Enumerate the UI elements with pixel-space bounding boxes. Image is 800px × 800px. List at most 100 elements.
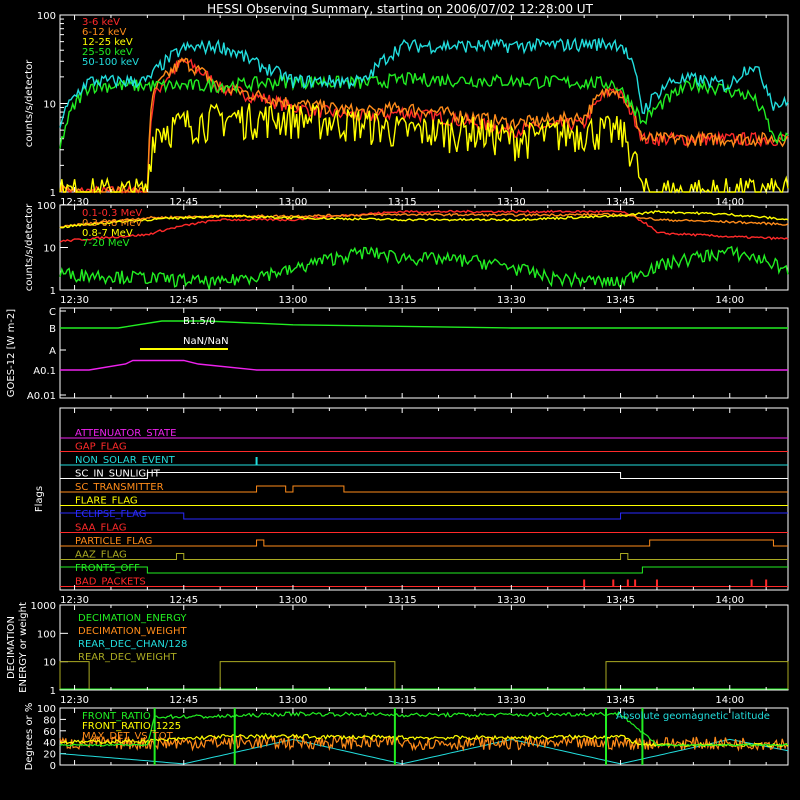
high-energy-xtick-label: 13:30 xyxy=(497,295,526,306)
chart-title: HESSI Observing Summary, starting on 200… xyxy=(207,2,593,16)
high-energy-xtick-label: 13:00 xyxy=(279,295,308,306)
decimation-ytick-label: 100 xyxy=(37,629,56,640)
decimation-ylabel-1: DECIMATION xyxy=(6,616,17,679)
decimation-xtick-label: 13:15 xyxy=(388,695,417,706)
ratios-legend-0: FRONT_RATIO xyxy=(82,711,151,722)
flags-xtick-label: 13:15 xyxy=(388,595,417,606)
flag-label-9: AAZ_FLAG xyxy=(75,550,127,561)
ratios-ytick-label: 0 xyxy=(50,761,56,772)
flag-label-8: PARTICLE_FLAG xyxy=(75,536,152,547)
goes-ytick-label: A0.1 xyxy=(33,366,56,377)
flag-line-8 xyxy=(60,539,788,547)
goes-ylabel: GOES-12 [W m-2] xyxy=(6,309,17,397)
flag-line-9 xyxy=(60,553,788,560)
count-rates-ytick-label: 1 xyxy=(50,188,56,199)
ratios-series-1 xyxy=(59,732,789,748)
decimation-weight-step-1 xyxy=(219,661,396,689)
flag-line-6 xyxy=(60,512,788,520)
decimation-weight-step-0 xyxy=(59,661,90,689)
flag-label-6: ECLIPSE_FLAG xyxy=(75,509,146,520)
decimation-xtick-label: 13:00 xyxy=(279,695,308,706)
count-rates-legend-1: 6-12 keV xyxy=(82,27,126,38)
high-energy-ytick-label: 10 xyxy=(43,244,56,255)
decimation-legend-3: REAR_DEC_WEIGHT xyxy=(78,652,177,663)
decimation-frame xyxy=(59,604,789,691)
ratios-legend-1: FRONT_RATIO_1225 xyxy=(82,721,181,732)
count-rates-xtick-label: 13:15 xyxy=(388,197,417,208)
flag-label-2: NON_SOLAR_EVENT xyxy=(75,455,176,466)
decimation-xtick-label: 12:45 xyxy=(169,695,198,706)
count-rates-series-4 xyxy=(59,37,789,128)
high-energy-ytick-label: 100 xyxy=(37,201,56,212)
decimation-xtick-label: 14:00 xyxy=(715,695,744,706)
high-energy-legend-1: 0.3-0.8 MeV xyxy=(82,218,142,229)
count-rates-series-3 xyxy=(59,72,789,149)
goes-series-1 xyxy=(60,359,788,371)
goes-ytick-label: A0.01 xyxy=(27,391,56,402)
high-energy-xtick-label: 13:45 xyxy=(606,295,635,306)
goes-frame xyxy=(59,307,789,399)
high-energy-series-1 xyxy=(59,212,789,229)
flag-line-3 xyxy=(60,472,788,479)
goes-annotation-1: NaN/NaN xyxy=(183,336,229,347)
count-rates-series-2 xyxy=(59,102,789,195)
decimation-legend-2: REAR_DEC_CHAN/128 xyxy=(78,639,187,650)
flag-label-1: GAP_FLAG xyxy=(75,442,127,453)
high-energy-legend-0: 0.1-0.3 MeV xyxy=(82,208,142,219)
goes-series-0 xyxy=(60,320,788,329)
goes-ytick-label: A xyxy=(49,346,56,357)
count-rates-xtick-label: 12:30 xyxy=(60,197,89,208)
flag-label-10: FRONTS_OFF xyxy=(75,563,140,574)
count-rates-legend-2: 12-25 keV xyxy=(82,37,133,48)
ratios-legend-2: MAX_DET_VS_TOT xyxy=(82,731,174,742)
goes-annotation-0: B1.5/0 xyxy=(183,316,216,327)
high-energy-legend-3: 7-20 MeV xyxy=(82,238,130,249)
high-energy-legend-2: 0.8-7 MeV xyxy=(82,228,133,239)
count-rates-xtick-label: 13:45 xyxy=(606,197,635,208)
flag-label-7: SAA_FLAG xyxy=(75,523,126,534)
decimation-ytick-label: 10 xyxy=(43,658,56,669)
decimation-xtick-label: 12:30 xyxy=(60,695,89,706)
high-energy-xtick-label: 13:15 xyxy=(388,295,417,306)
count-rates-ylabel: counts/s/detector xyxy=(24,59,35,147)
flag-line-4 xyxy=(60,485,788,493)
flags-ylabel: Flags xyxy=(34,486,45,512)
decimation-weight-step-2 xyxy=(605,661,789,689)
high-energy-series-3 xyxy=(59,245,789,290)
count-rates-legend-4: 50-100 keV xyxy=(82,57,139,68)
ratios-ylabel: Degrees or % xyxy=(24,703,35,771)
decimation-ytick-label: 1 xyxy=(50,686,56,697)
flag-label-11: BAD_PACKETS xyxy=(75,577,146,588)
ratios-ytick-label: 100 xyxy=(37,704,56,715)
high-energy-xtick-label: 14:00 xyxy=(715,295,744,306)
ratios-legend-3: Absolute geomagnetic latitude xyxy=(616,711,770,722)
decimation-xtick-label: 13:45 xyxy=(606,695,635,706)
high-energy-ylabel: counts/s/detector xyxy=(24,203,35,291)
count-rates-series-1 xyxy=(59,57,789,194)
count-rates-xtick-label: 13:00 xyxy=(279,197,308,208)
high-energy-series-2 xyxy=(59,210,789,229)
ratios-series-0 xyxy=(59,710,789,747)
flag-label-4: SC_TRANSMITTER xyxy=(75,482,164,493)
count-rates-ytick-label: 10 xyxy=(43,100,56,111)
count-rates-ytick-label: 100 xyxy=(37,11,56,22)
flags-xtick-label: 13:30 xyxy=(497,595,526,606)
decimation-legend-0: DECIMATION_ENERGY xyxy=(78,613,187,624)
high-energy-ytick-label: 1 xyxy=(50,286,56,297)
count-rates-legend-0: 3-6 keV xyxy=(82,17,120,28)
flags-xtick-label: 13:00 xyxy=(279,595,308,606)
goes-ytick-label: B xyxy=(49,324,56,335)
flags-xtick-label: 12:45 xyxy=(169,595,198,606)
ratios-ytick-label: 80 xyxy=(43,715,56,726)
flags-frame xyxy=(59,407,789,591)
flags-xtick-label: 12:30 xyxy=(60,595,89,606)
ratios-latitude-line xyxy=(59,738,789,765)
ratios-ytick-label: 20 xyxy=(43,750,56,761)
high-energy-xtick-label: 12:30 xyxy=(60,295,89,306)
count-rates-xtick-label: 14:00 xyxy=(715,197,744,208)
high-energy-series-0 xyxy=(59,209,789,243)
flag-line-10 xyxy=(60,566,788,574)
decimation-xtick-label: 13:30 xyxy=(497,695,526,706)
flag-label-3: SC_IN_SUNLIGHT xyxy=(75,469,161,480)
